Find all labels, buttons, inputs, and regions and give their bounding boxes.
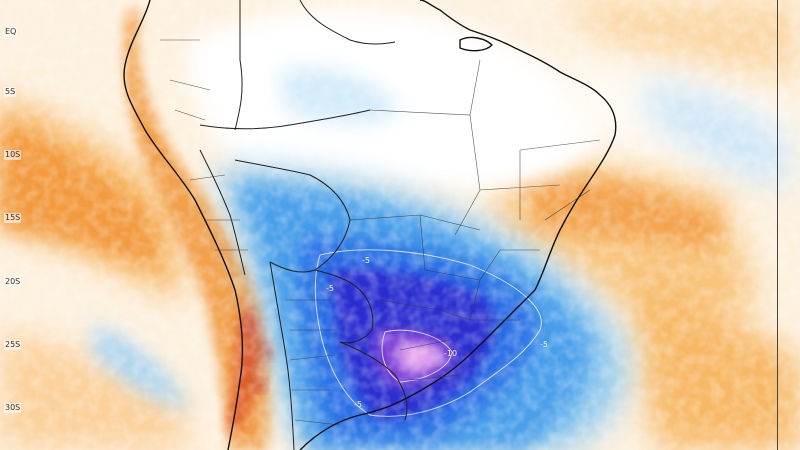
brazil-state-lines-center [349,214,540,321]
peru-chile-border [199,149,246,276]
andean-province-lines [160,39,248,251]
contour-label-minus5-west: -5 [326,284,334,293]
argentina-border [269,261,295,450]
contour-label-minus5-north: -5 [362,256,370,265]
lat-label-20s: 20S [4,277,22,287]
contour-label-minus5-south: -5 [354,400,362,409]
argentina-province-lines [285,299,341,426]
contour-lines [314,249,542,417]
lat-label-30s: 30S [4,403,22,413]
contour-label-minus5-east: -5 [540,340,548,349]
lat-label-eq: EQ [4,27,18,37]
lat-label-25s: 25S [4,340,22,350]
paraguay-border [314,269,374,344]
contour-label-minus10: -10 [444,349,458,358]
bolivia-border [234,159,351,273]
contour-minus-5 [314,249,542,417]
state-borders [160,39,601,426]
contour-minus-10 [381,329,453,383]
brazil-state-lines-north [369,59,601,236]
right-frame-line [777,0,778,450]
uruguay-border [339,341,408,421]
brazil-state-lines-south [379,299,471,381]
amazon-delta-islands [459,36,493,52]
lat-label-15s: 15S [4,213,22,223]
continent-outline [123,0,617,450]
south-america-coast [123,0,617,450]
national-borders [199,0,408,450]
lat-label-10s: 10S [4,150,22,160]
lat-label-5s: 5S [4,87,17,97]
brazil-west-border [199,0,396,131]
